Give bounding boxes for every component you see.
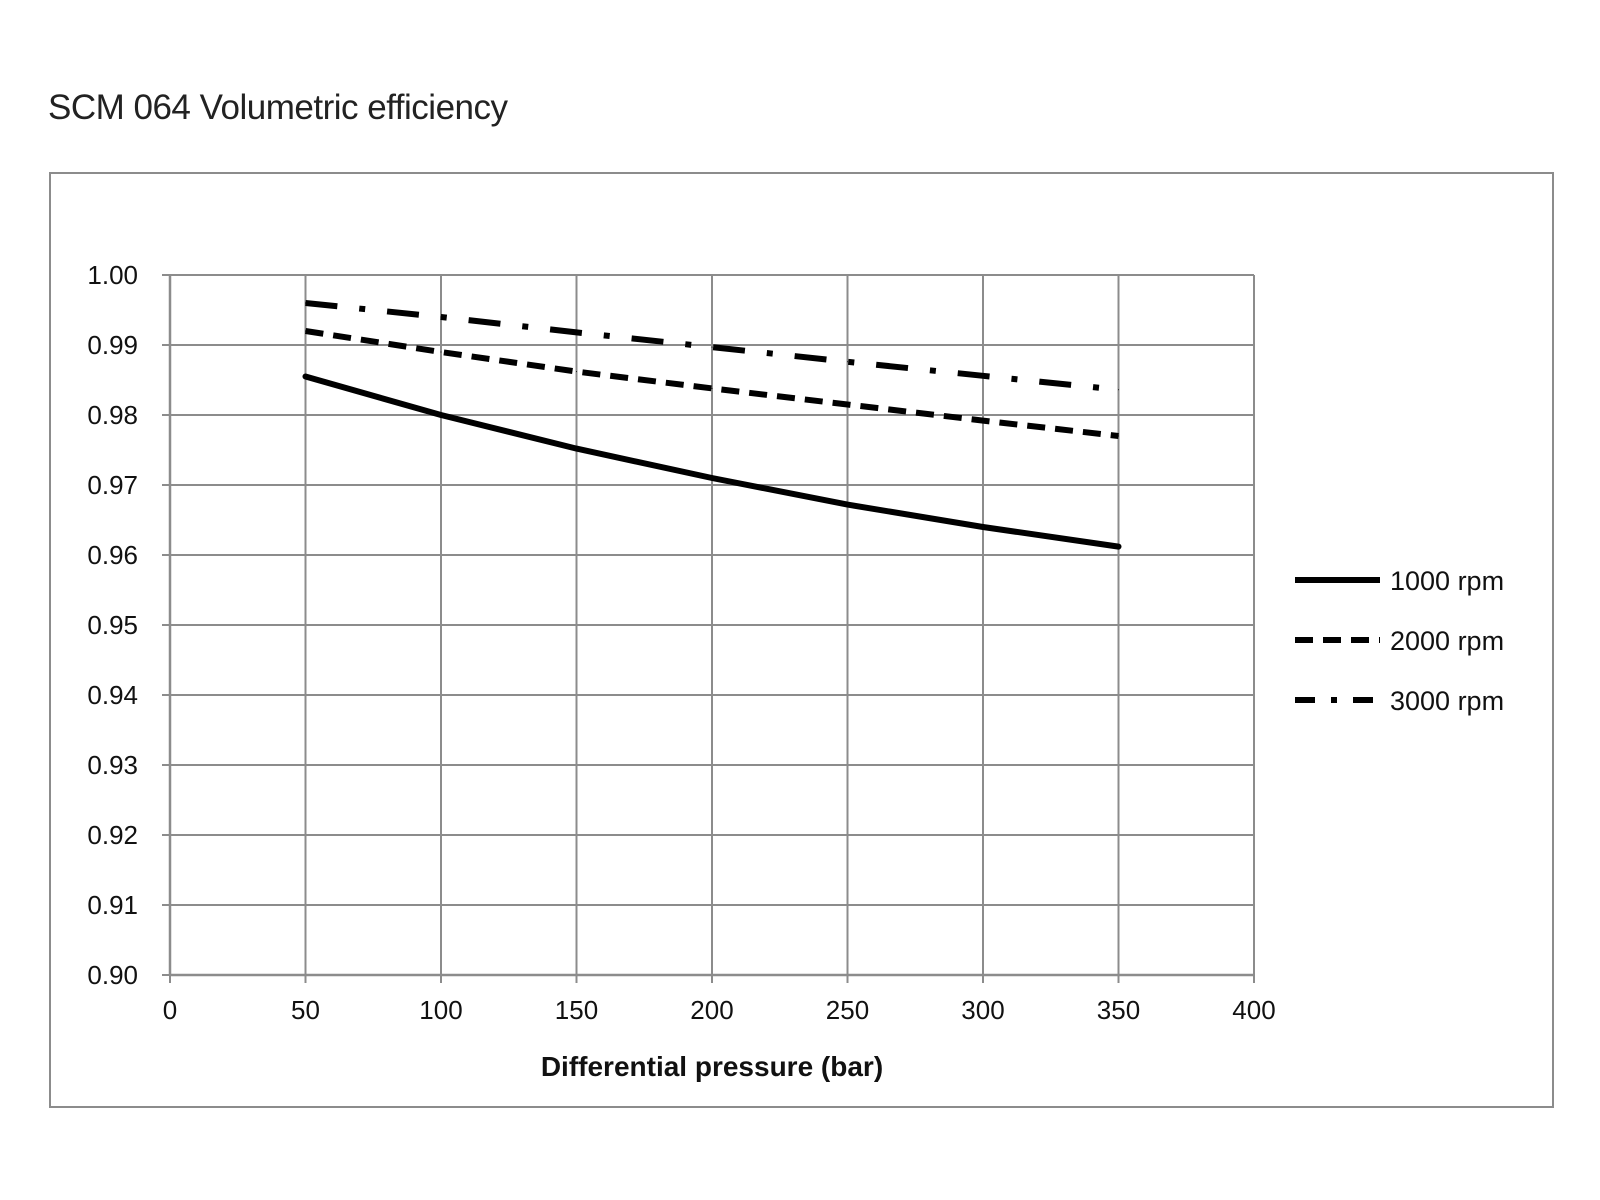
x-tick-label: 400: [1232, 995, 1275, 1025]
data-point: [305, 376, 306, 377]
y-tick-label: 0.90: [87, 960, 138, 990]
data-point: [305, 330, 306, 332]
x-tick-label: 150: [555, 995, 598, 1025]
data-point: [576, 331, 577, 333]
data-point: [982, 420, 984, 422]
chart-title: SCM 064 Volumetric efficiency: [48, 88, 508, 127]
data-point: [305, 302, 306, 304]
series-lines: [302, 300, 1122, 550]
data-point: [711, 477, 713, 479]
chart-frame: [49, 172, 1554, 1108]
tick-labels: 0.90 0.91 0.92 0.93 0.94 0.95 0.96 0.97 0.98 0.99…: [87, 260, 1275, 1025]
legend-label: 3000 rpm: [1390, 686, 1504, 716]
y-tick-label: 0.91: [87, 890, 138, 920]
x-axis-title: Differential pressure (bar): [541, 1051, 883, 1082]
data-point: [440, 414, 442, 416]
data-point: [576, 371, 577, 373]
y-tick-label: 0.93: [87, 750, 138, 780]
y-tick-label: 0.96: [87, 540, 138, 570]
y-tick-label: 0.99: [87, 330, 138, 360]
x-tick-label: 100: [419, 995, 462, 1025]
x-tick-label: 0: [163, 995, 177, 1025]
data-point: [982, 526, 984, 528]
x-tick-label: 250: [826, 995, 869, 1025]
x-tick-label: 300: [961, 995, 1004, 1025]
axes: [168, 275, 1254, 977]
y-tick-label: 0.97: [87, 470, 138, 500]
x-tick-label: 350: [1097, 995, 1140, 1025]
legend-label: 2000 rpm: [1390, 626, 1504, 656]
legend: 1000 rpm 2000 rpm 3000 rpm: [1295, 566, 1504, 716]
data-point: [1118, 435, 1119, 437]
x-tick-label: 50: [291, 995, 320, 1025]
data-point: [847, 504, 848, 506]
y-tick-label: 1.00: [87, 260, 138, 290]
data-point: [711, 346, 713, 348]
y-tick-label: 0.95: [87, 610, 138, 640]
data-point: [847, 404, 848, 405]
data-point: [982, 375, 984, 377]
legend-label: 1000 rpm: [1390, 566, 1504, 596]
data-point: [576, 448, 577, 450]
data-point: [711, 387, 713, 389]
y-tick-label: 0.94: [87, 680, 138, 710]
data-point: [440, 351, 442, 353]
y-tick-label: 0.98: [87, 400, 138, 430]
x-tick-label: 200: [690, 995, 733, 1025]
y-tick-label: 0.92: [87, 820, 138, 850]
data-point: [440, 316, 442, 318]
data-point: [1118, 546, 1119, 548]
data-point: [847, 361, 848, 363]
data-point: [1118, 389, 1119, 391]
